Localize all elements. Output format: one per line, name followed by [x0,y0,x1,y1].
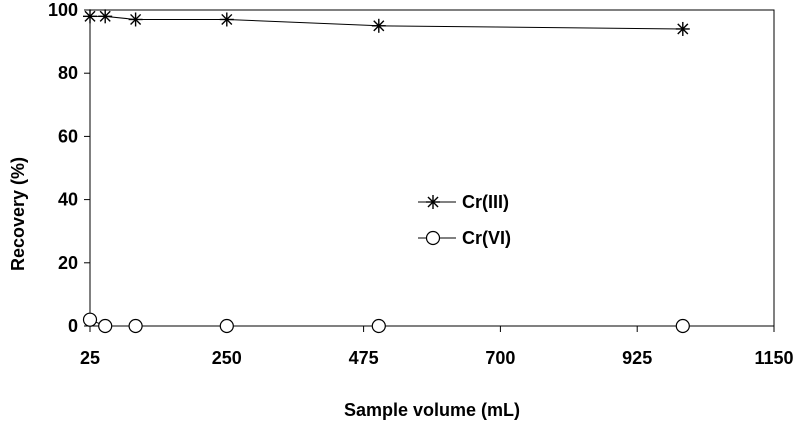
data-point-cr-vi [82,312,98,327]
data-point-cr-vi [219,318,234,334]
y-tick-label: 100 [48,0,78,20]
data-point-cr-iii [675,21,690,36]
x-tick-label: 1150 [754,348,793,368]
legend-label-cr-vi: Cr(VI) [462,228,511,248]
y-tick-label: 20 [58,253,78,273]
x-tick-label: 700 [485,348,515,368]
legend-label-cr-iii: Cr(III) [462,192,509,212]
data-point-cr-iii [128,12,143,27]
y-tick-label: 40 [58,190,78,210]
y-tick-label: 0 [68,316,78,336]
data-point-cr-iii [371,18,386,33]
y-tick-label: 60 [58,126,78,146]
data-point-cr-vi [371,318,386,334]
x-tick-label: 475 [349,348,379,368]
y-tick-label: 80 [58,63,78,83]
x-tick-label: 250 [212,348,242,368]
legend-marker-cr-vi [425,230,441,246]
data-point-cr-iii [83,9,97,24]
x-tick-label: 925 [622,348,652,368]
y-axis-ticks: 0 20 40 60 80 100 [48,0,90,336]
data-point-cr-vi [98,318,113,334]
legend-marker-cr-iii [426,195,440,209]
legend: Cr(III) Cr(VI) [418,192,511,248]
data-point-cr-iii [98,9,113,24]
plot-area [89,9,775,327]
series-layer [82,9,690,334]
x-axis-ticks: 25 250 475 700 925 1150 [80,326,794,368]
x-axis-title: Sample volume (mL) [344,400,520,420]
data-point-cr-iii [219,12,234,27]
data-point-cr-vi [675,318,690,334]
y-axis-title: Recovery (%) [8,157,28,271]
x-tick-label: 25 [80,348,100,368]
data-point-cr-vi [128,318,143,334]
